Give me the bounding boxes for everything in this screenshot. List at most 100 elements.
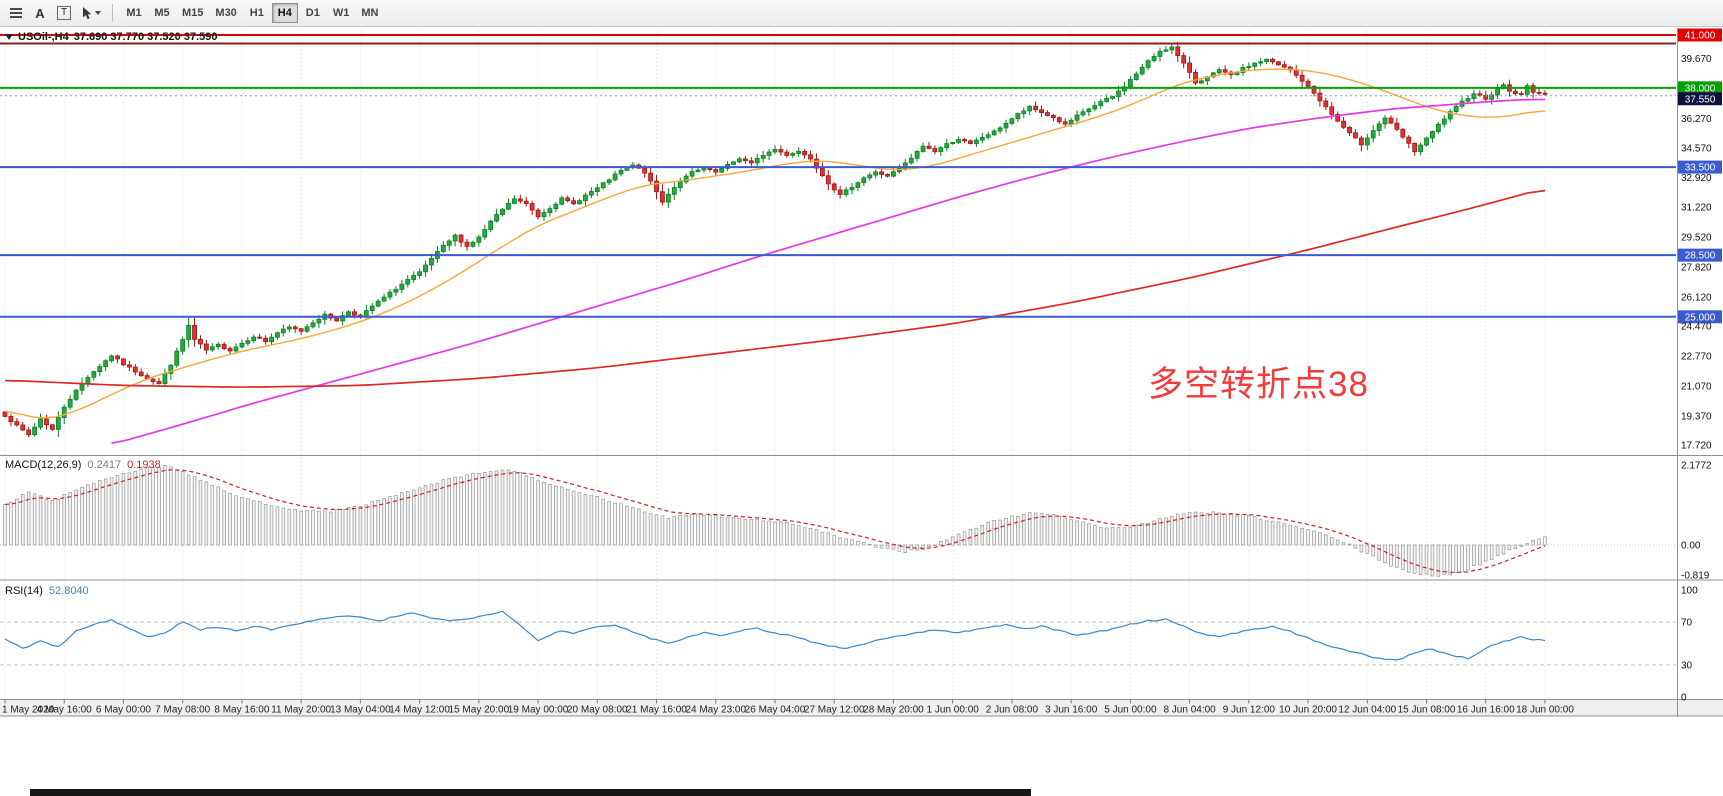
macd-histogram-bar [1039, 512, 1044, 546]
candle-body [1441, 118, 1447, 125]
macd-histogram-bar [1122, 527, 1127, 546]
chart-annotation-text[interactable]: 多空转折点38 [1148, 365, 1369, 404]
timeframe-button-m30[interactable]: M30 [210, 3, 241, 23]
time-tick-label: 24 May 23:00 [685, 705, 746, 716]
candle-body [861, 177, 867, 184]
macd-histogram-bar [909, 544, 913, 551]
candle-body [1465, 98, 1471, 102]
macd-histogram-bar [1152, 520, 1156, 546]
timeframe-button-m1[interactable]: M1 [121, 3, 147, 23]
chart-list-icon [10, 7, 22, 19]
candle-body [221, 343, 227, 349]
timeframe-button-mn[interactable]: MN [356, 3, 383, 23]
candle-body [1447, 111, 1453, 120]
candle-body [1163, 49, 1169, 52]
macd-histogram-bar [524, 475, 528, 546]
candle-body [1092, 105, 1098, 110]
candle-body [802, 150, 808, 156]
candle-body [168, 364, 174, 374]
candle-body [1323, 100, 1329, 108]
macd-histogram-bar [1069, 519, 1073, 546]
timeframe-button-w1[interactable]: W1 [328, 3, 355, 23]
candle-body [67, 399, 73, 408]
candle-body [97, 366, 103, 373]
macd-histogram-bar [1418, 544, 1423, 575]
candle-body [1056, 117, 1062, 123]
macd-histogram-bar [405, 491, 410, 546]
macd-histogram-bar [1193, 511, 1198, 546]
timeframe-button-h4[interactable]: H4 [271, 3, 298, 23]
time-tick-label: 11 May 20:00 [271, 705, 331, 716]
macd-histogram-bar [417, 487, 422, 546]
macd-histogram-bar [731, 517, 736, 546]
macd-histogram-bar [1175, 513, 1180, 546]
macd-histogram-bar [1051, 513, 1056, 546]
chart-canvas[interactable]: 41.000 38.000 33.500 28.500 25.000 37.550 39.6… [0, 28, 1723, 796]
macd-histogram-bar [1081, 521, 1085, 546]
timeframe-button-m15[interactable]: M15 [177, 3, 208, 23]
candle-body [162, 373, 168, 385]
macd-histogram-bar [121, 473, 126, 546]
candle-body [1281, 64, 1287, 68]
macd-histogram-bar [1406, 544, 1411, 573]
candle-body [482, 229, 488, 238]
candle-body [269, 336, 274, 343]
macd-histogram-bar [856, 540, 860, 546]
candle-body [352, 311, 357, 316]
macd-histogram-bar [648, 513, 653, 546]
candle-body [150, 378, 156, 382]
macd-histogram-bar [974, 527, 979, 546]
candle-body [855, 182, 861, 188]
macd-histogram-bar [340, 509, 345, 546]
candle-body [1027, 105, 1033, 112]
candle-body [1370, 130, 1376, 139]
candle-body [594, 187, 600, 192]
macd-histogram-bar [642, 511, 647, 546]
candle-body [825, 175, 831, 185]
macd-histogram-bar [879, 544, 884, 549]
candle-body [701, 168, 707, 171]
macd-histogram-bar [376, 499, 380, 546]
macd-histogram-bar [1211, 511, 1216, 546]
candle-body [1039, 109, 1044, 114]
macd-histogram-bar [1258, 519, 1263, 546]
candle-body [245, 340, 251, 344]
timeframe-button-h1[interactable]: H1 [244, 3, 270, 23]
candle-body [227, 348, 233, 352]
timeframe-bar: M1 M5 M15 M30 H1 H4 D1 W1 MN [120, 3, 384, 23]
candle-body [476, 236, 482, 243]
macd-histogram-bar [500, 469, 505, 546]
chart-area[interactable]: 41.000 38.000 33.500 28.500 25.000 37.550 39.6… [0, 28, 1723, 796]
candle-body [1412, 142, 1418, 153]
candle-body [583, 194, 588, 202]
chevron-down-icon [95, 11, 101, 15]
price-level-badge-label: 41.000 [1685, 31, 1716, 42]
macd-histogram-bar [1501, 544, 1506, 555]
time-tick-label: 2 Jun 08:00 [986, 705, 1039, 716]
macd-histogram-bar [411, 489, 416, 546]
candle-body [8, 416, 14, 423]
candle-body [979, 136, 985, 141]
candle-body [1453, 105, 1459, 113]
candle-body [737, 158, 742, 163]
macd-histogram-bar [601, 498, 605, 546]
candle-body [831, 183, 837, 191]
candle-body [985, 134, 991, 138]
timeframe-button-d1[interactable]: D1 [300, 3, 326, 23]
macd-histogram-bar [1525, 543, 1529, 546]
chart-list-button[interactable] [5, 2, 27, 24]
candle-body [1246, 65, 1252, 68]
cursor-tool-button[interactable] [77, 2, 104, 24]
candle-body [494, 214, 500, 222]
macd-histogram-bar [488, 471, 493, 546]
text-label-button[interactable]: T [53, 2, 75, 24]
macd-histogram-bar [1270, 520, 1275, 546]
candle-body [1512, 90, 1518, 95]
text-annotation-button[interactable]: A [29, 2, 51, 24]
macd-histogram-bar [933, 544, 937, 546]
candle-body [174, 350, 180, 366]
timeframe-button-m5[interactable]: M5 [149, 3, 175, 23]
macd-histogram-bar [1181, 513, 1186, 546]
time-tick-label: 3 Jun 16:00 [1045, 705, 1098, 716]
candle-body [997, 127, 1003, 132]
